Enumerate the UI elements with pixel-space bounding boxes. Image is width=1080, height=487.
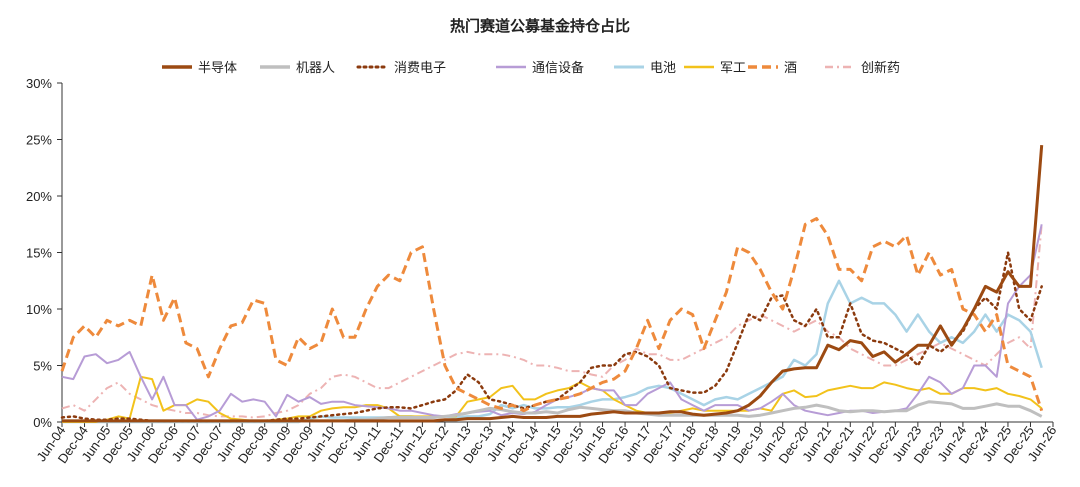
legend-label-0: 半导体 bbox=[198, 61, 237, 76]
chart-title: 热门赛道公募基金持仓占比 bbox=[450, 17, 630, 35]
legend-label-1: 机器人 bbox=[296, 61, 335, 76]
legend-label-6: 酒 bbox=[784, 61, 797, 76]
legend-label-2: 消费电子 bbox=[394, 61, 446, 76]
y-tick-label: 15% bbox=[26, 246, 52, 261]
series-line-0 bbox=[62, 144, 1044, 423]
y-tick-label: 0% bbox=[33, 415, 52, 430]
series-line-5 bbox=[62, 375, 1043, 423]
y-tick-label: 10% bbox=[26, 302, 52, 317]
legend-label-3: 通信设备 bbox=[532, 60, 584, 76]
series-line-6 bbox=[60, 217, 1044, 413]
x-axis: Jun-04Dec-04Jun-05Dec-05Jun-06Dec-06Jun-… bbox=[33, 421, 1059, 466]
series-line-7 bbox=[61, 224, 1043, 419]
y-tick-label: 30% bbox=[26, 76, 52, 91]
y-tick-label: 25% bbox=[26, 133, 52, 148]
plot-lines bbox=[60, 144, 1044, 424]
y-axis: 0% 5% 10% 15% 20% 25% 30% bbox=[26, 76, 63, 430]
legend-label-7: 创新药 bbox=[861, 60, 900, 76]
legend-label-4: 电池 bbox=[650, 61, 676, 76]
series-line-2 bbox=[60, 251, 1043, 423]
legend-label-5: 军工 bbox=[720, 61, 746, 76]
y-tick-label: 20% bbox=[26, 189, 52, 204]
series-line-3 bbox=[61, 224, 1043, 421]
legend: 半导体 机器人 消费电子 通信设备 电池 军工 酒 创新药 bbox=[162, 60, 900, 76]
y-tick-label: 5% bbox=[33, 359, 52, 374]
